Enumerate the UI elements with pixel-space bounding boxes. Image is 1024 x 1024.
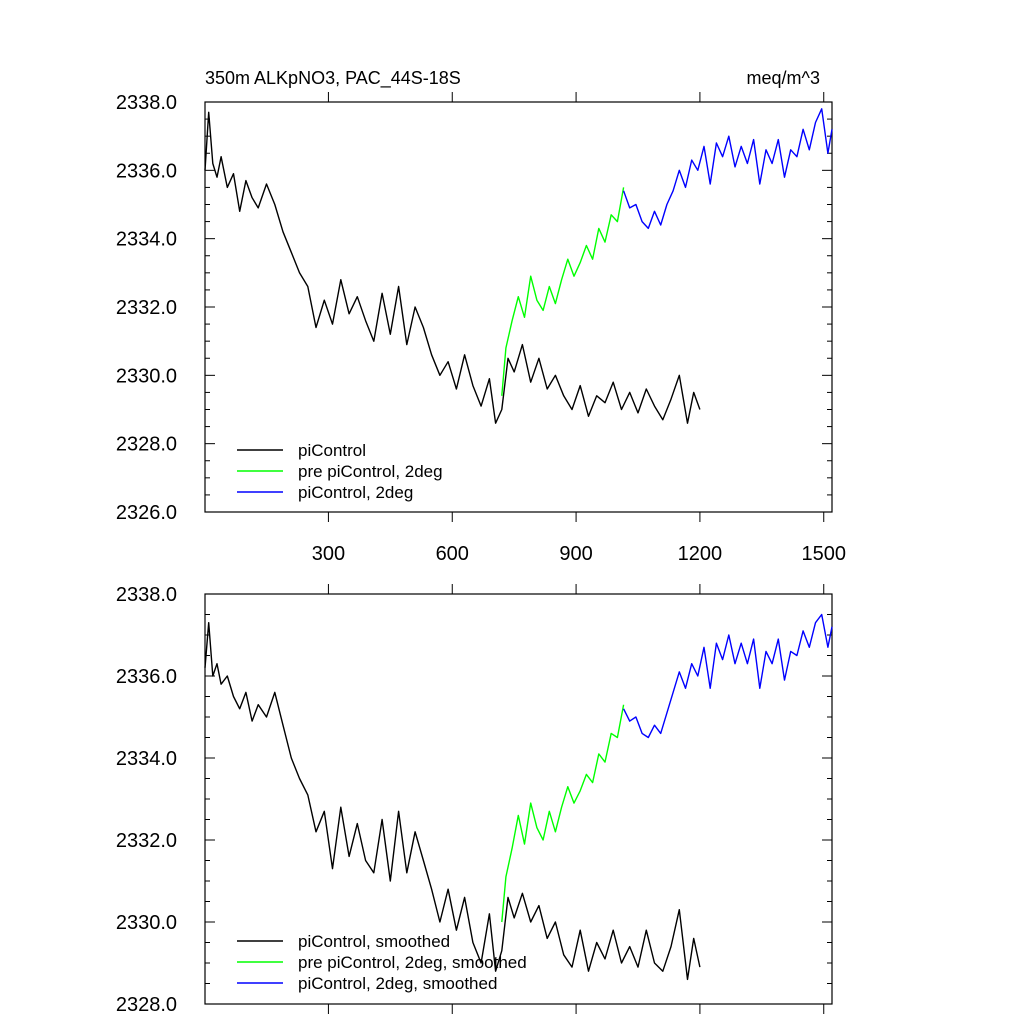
x-tick-label: 900 (559, 543, 592, 565)
top-panel-y-minor-ticks (205, 101, 832, 513)
top-panel-x-tick-labels: 300 600 900 1200 1500 (312, 543, 846, 565)
top-panel-title: 350m ALKpNO3, PAC_44S-18S (205, 68, 461, 89)
bottom-panel: 2328.0 2330.0 2332.0 2334.0 2336.0 2338.0 piC… (116, 584, 833, 1016)
y-tick-label: 2328.0 (116, 994, 177, 1016)
top-panel-x-ticks (327, 92, 825, 522)
bottom-panel-y-minor-ticks (205, 593, 832, 1005)
x-tick-label: 300 (312, 543, 345, 565)
top-panel: 350m ALKpNO3, PAC_44S-18S meq/m^3 2326.0… (116, 68, 846, 565)
bottom-panel-series (204, 613, 833, 981)
series-line (204, 111, 701, 424)
y-tick-label: 2326.0 (116, 502, 177, 524)
bottom-panel-x-ticks (327, 584, 825, 1014)
y-tick-label: 2328.0 (116, 434, 177, 456)
legend-label: piControl, smoothed (298, 932, 450, 951)
series-line (622, 108, 833, 230)
y-tick-label: 2330.0 (116, 365, 177, 387)
top-panel-series (204, 108, 833, 424)
y-tick-label: 2338.0 (116, 584, 177, 606)
y-tick-label: 2334.0 (116, 748, 177, 770)
series-line (204, 622, 701, 981)
x-tick-label: 600 (436, 543, 469, 565)
x-tick-label: 1500 (801, 543, 846, 565)
legend-label: pre piControl, 2deg, smoothed (298, 953, 527, 972)
bottom-panel-y-tick-labels: 2328.0 2330.0 2332.0 2334.0 2336.0 2338.0 (116, 584, 177, 1016)
top-panel-units: meq/m^3 (747, 68, 820, 88)
y-tick-label: 2330.0 (116, 912, 177, 934)
legend-label: pre piControl, 2deg (298, 462, 443, 481)
y-tick-label: 2338.0 (116, 92, 177, 114)
legend-label: piControl, 2deg, smoothed (298, 974, 497, 993)
series-line (501, 704, 625, 923)
y-tick-label: 2336.0 (116, 160, 177, 182)
x-tick-label: 1200 (678, 543, 723, 565)
top-panel-legend: piControl pre piControl, 2deg piControl, 2… (237, 441, 443, 502)
legend-label: piControl, 2deg (298, 483, 413, 502)
top-panel-y-tick-labels: 2326.0 2328.0 2330.0 2332.0 2334.0 2336.0 2338… (116, 92, 177, 524)
y-tick-label: 2332.0 (116, 297, 177, 319)
bottom-panel-legend: piControl, smoothed pre piControl, 2deg, … (237, 932, 527, 993)
y-tick-label: 2336.0 (116, 666, 177, 688)
series-line (622, 613, 833, 739)
legend-label: piControl (298, 441, 366, 460)
y-tick-label: 2334.0 (116, 229, 177, 251)
y-tick-label: 2332.0 (116, 830, 177, 852)
series-line (501, 187, 625, 396)
